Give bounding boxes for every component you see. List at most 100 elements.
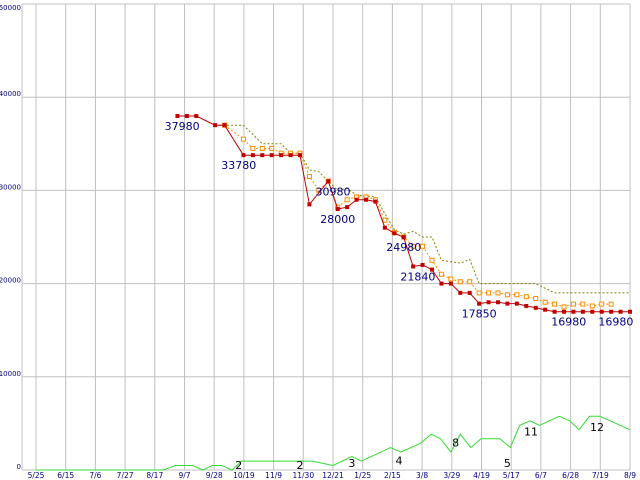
price-label: 24980	[386, 241, 421, 254]
min-point	[580, 309, 585, 314]
price-label: 21840	[400, 270, 435, 283]
min-point	[458, 290, 463, 295]
avg-point	[561, 304, 567, 310]
avg-point	[259, 145, 265, 151]
y-tick-label: 20000	[0, 277, 21, 285]
data-labels: 37980 33780 30980 28000 24980 21840 17850 16980…	[165, 120, 634, 472]
min-point	[222, 123, 227, 128]
high-series-line	[215, 124, 630, 294]
avg-point	[476, 290, 482, 296]
x-tick-label: 7/19	[592, 471, 609, 480]
avg-point	[570, 301, 576, 307]
avg-point	[250, 145, 256, 151]
avg-point	[382, 217, 388, 223]
x-tick-label: 11/30	[292, 471, 314, 480]
min-point	[609, 309, 614, 314]
y-tick-label: 50000	[0, 4, 21, 12]
min-point	[486, 300, 491, 305]
avg-point	[344, 197, 350, 203]
min-point	[345, 205, 350, 210]
min-point	[552, 309, 557, 314]
y-tick-label: 0	[17, 463, 21, 471]
avg-point	[438, 271, 444, 277]
avg-point	[448, 276, 454, 282]
min-point	[618, 309, 623, 314]
min-point	[288, 153, 293, 158]
price-label: 17850	[462, 308, 497, 321]
x-tick-label: 5/25	[28, 471, 45, 480]
price-label: 37980	[165, 120, 200, 133]
avg-point	[495, 290, 501, 296]
price-label: 33780	[221, 159, 256, 172]
count-label: 2	[235, 459, 242, 472]
avg-point	[599, 301, 605, 307]
min-point	[420, 262, 425, 267]
min-point	[326, 179, 331, 184]
min-point	[373, 199, 378, 204]
min-point	[194, 114, 199, 119]
avg-point	[608, 301, 614, 307]
count-label: 3	[348, 457, 355, 470]
min-point	[354, 197, 359, 202]
x-tick-label: 9/7	[178, 471, 190, 480]
min-point	[382, 225, 387, 230]
avg-point	[269, 145, 275, 151]
avg-point	[306, 173, 312, 179]
x-tick-label: 12/21	[322, 471, 344, 480]
price-label: 30980	[316, 185, 351, 198]
min-point	[298, 153, 302, 158]
x-tick-label: 2/15	[384, 471, 401, 480]
avg-point	[420, 243, 426, 249]
count-label: 8	[452, 437, 459, 450]
min-point	[269, 153, 274, 158]
min-point	[467, 290, 472, 295]
x-tick-label: 11/9	[265, 471, 282, 480]
count-label: 4	[396, 455, 403, 468]
x-tick-label: 7/6	[89, 471, 101, 480]
series-lines	[36, 114, 632, 471]
x-tick-label: 6/7	[535, 471, 547, 480]
min-point	[533, 305, 538, 310]
min-point	[364, 197, 368, 202]
min-point	[524, 303, 529, 308]
min-point	[599, 309, 604, 314]
x-tick-label: 7/27	[117, 471, 134, 480]
min-point	[184, 114, 189, 119]
min-point	[411, 264, 416, 269]
avg-point	[542, 299, 548, 305]
avg-point	[523, 294, 529, 300]
min-point	[439, 281, 444, 286]
x-tick-label: 9/28	[206, 471, 223, 480]
min-point	[213, 123, 218, 128]
min-point	[250, 153, 255, 158]
x-tick-label: 5/17	[503, 471, 520, 480]
avg-point	[467, 279, 473, 285]
min-point	[392, 231, 397, 236]
min-point	[562, 309, 566, 314]
avg-point	[486, 290, 492, 296]
min-point	[335, 207, 340, 212]
min-point	[241, 153, 246, 158]
count-series-line	[36, 415, 631, 471]
x-tick-label: 3/8	[416, 471, 428, 480]
min-point	[543, 307, 548, 312]
price-label: 16980	[598, 316, 633, 329]
min-point	[496, 300, 500, 305]
min-point	[477, 301, 482, 306]
min-point	[448, 281, 453, 286]
avg-point	[580, 301, 586, 307]
count-label: 11	[524, 425, 538, 438]
x-tick-label: 6/28	[562, 471, 579, 480]
min-point	[628, 309, 632, 314]
avg-point	[410, 243, 416, 249]
x-tick-label: 10/19	[233, 471, 255, 480]
count-label: 12	[590, 421, 604, 434]
count-label: 2	[297, 459, 304, 472]
y-tick-label: 30000	[0, 183, 21, 191]
min-point	[401, 235, 406, 240]
avg-point	[240, 136, 246, 142]
x-tick-label: 8/17	[146, 471, 163, 480]
avg-point	[457, 279, 463, 285]
x-tick-label: 3/29	[443, 471, 460, 480]
min-point	[175, 114, 180, 119]
